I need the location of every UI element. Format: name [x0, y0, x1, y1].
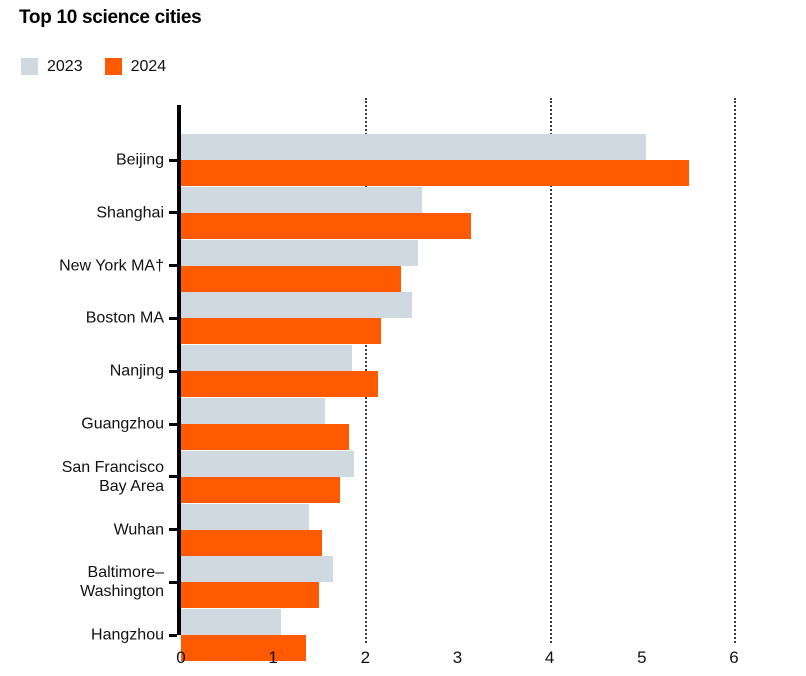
category-tick-6: [169, 475, 177, 479]
legend-item-2023[interactable]: 2023: [21, 58, 83, 75]
category-label-6: San Francisco Bay Area: [61, 458, 164, 495]
bar-2024-1[interactable]: [181, 212, 472, 239]
bar-2024-5[interactable]: [181, 424, 349, 450]
bar-2023-0[interactable]: [181, 134, 646, 160]
category-label-2: New York MA†: [59, 257, 164, 275]
bar-2023-2[interactable]: [181, 239, 418, 266]
x-tick-label-0: 0: [176, 648, 186, 667]
y-axis-spine: [177, 105, 181, 635]
category-tick-3: [169, 316, 177, 320]
gridline-4: [549, 98, 552, 643]
legend-swatch-2024: [104, 58, 122, 75]
x-tick-label-4: 4: [544, 648, 555, 667]
bar-2023-4[interactable]: [181, 345, 353, 372]
category-label-0: Beijing: [115, 151, 164, 169]
x-tick-label-5: 5: [637, 648, 647, 667]
category-label-9: Hangzhou: [91, 626, 164, 644]
legend-label-2024: 2024: [130, 57, 167, 75]
bar-2023-7[interactable]: [181, 503, 310, 530]
category-tick-7: [169, 528, 177, 532]
category-tick-1: [169, 211, 177, 215]
category-tick-4: [169, 369, 177, 373]
gridline-6: [734, 98, 736, 643]
bar-2024-7[interactable]: [181, 529, 322, 556]
plot-frame: 0 1 2 3 4 5 6: [169, 98, 739, 667]
gridline-2: [365, 98, 368, 643]
bar-2024-0[interactable]: [181, 160, 689, 186]
category-label-5: Guangzhou: [81, 415, 164, 433]
bar-2023-5[interactable]: [181, 398, 325, 424]
category-tick-2: [169, 264, 177, 268]
bar-2023-8[interactable]: [181, 556, 334, 583]
bar-2024-9[interactable]: [181, 635, 307, 662]
legend-swatch-2023: [21, 58, 38, 75]
page-title: Top 10 science cities: [19, 7, 202, 28]
bar-2024-2[interactable]: [181, 265, 402, 292]
chart-legend: 2023 2024: [21, 58, 166, 75]
category-label-8: Baltimore– Washington: [80, 564, 164, 601]
x-tick-label-3: 3: [452, 648, 463, 667]
bar-2023-1[interactable]: [181, 186, 423, 213]
x-tick-label-2: 2: [360, 648, 371, 667]
category-label-7: Wuhan: [113, 521, 164, 539]
x-tick-label-1: 1: [268, 648, 278, 667]
bar-2024-8[interactable]: [181, 582, 320, 609]
bar-2023-3[interactable]: [181, 292, 413, 319]
bar-2023-9[interactable]: [181, 609, 281, 636]
bar-2024-3[interactable]: [181, 318, 381, 345]
category-label-1: Shanghai: [96, 204, 164, 222]
category-label-3: Boston MA: [85, 309, 164, 327]
category-tick-9: [169, 633, 177, 637]
category-tick-0: [169, 158, 177, 162]
category-tick-8: [169, 580, 177, 584]
bar-2024-4[interactable]: [181, 371, 379, 398]
bar-2024-6[interactable]: [181, 476, 340, 503]
legend-label-2023: 2023: [47, 57, 83, 75]
x-tick-label-6: 6: [729, 648, 739, 667]
bar-2023-6[interactable]: [181, 450, 355, 477]
category-label-4: Nanjing: [109, 362, 164, 380]
category-tick-5: [169, 422, 177, 426]
legend-item-2024[interactable]: 2024: [104, 57, 167, 75]
